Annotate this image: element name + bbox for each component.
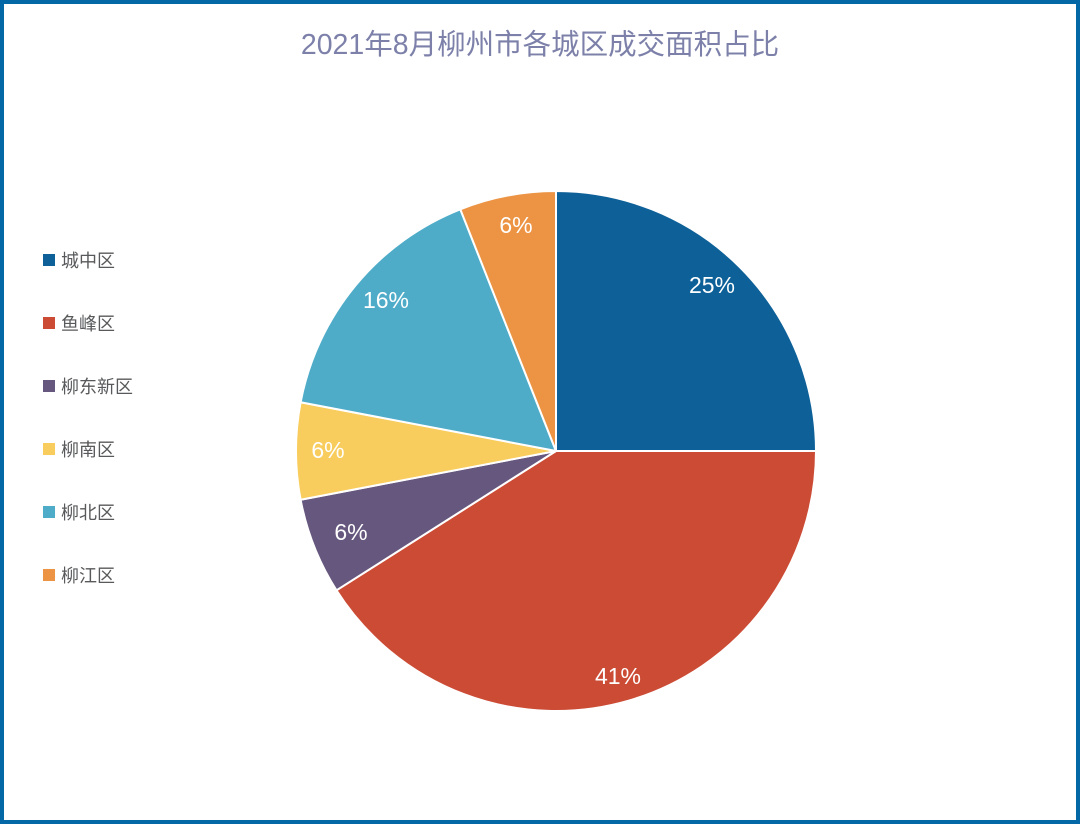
svg-text:6%: 6% <box>311 437 344 463</box>
svg-text:6%: 6% <box>334 519 367 545</box>
svg-text:16%: 16% <box>363 287 409 313</box>
svg-text:6%: 6% <box>499 212 532 238</box>
svg-text:25%: 25% <box>689 272 735 298</box>
svg-text:41%: 41% <box>595 663 641 689</box>
